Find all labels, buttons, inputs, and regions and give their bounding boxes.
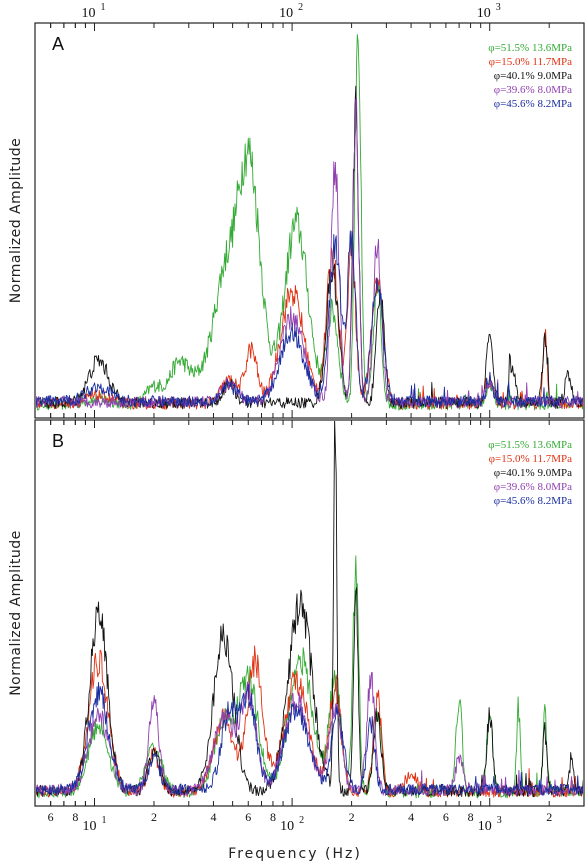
legend-entry: φ=45.6% 8.2MPa — [494, 495, 572, 507]
top-axis-labels: 10 1 10 2 10 3 — [81, 2, 500, 21]
series-line-2 — [36, 85, 583, 410]
top-tick-exponent: 2 — [298, 2, 303, 13]
bottom-tick-label: 10 — [82, 819, 96, 834]
bottom-tick-label: 4 — [408, 810, 414, 824]
bottom-tick-exponent: 1 — [101, 815, 106, 826]
series-line-1 — [36, 232, 583, 410]
legend-entry: φ=51.5% 13.6MPa — [488, 439, 572, 451]
plot-frame-a — [34, 22, 585, 419]
legend: φ=51.5% 13.6MPa φ=15.0% 11.7MPa φ=40.1% 9.… — [488, 42, 572, 110]
panel-b: B Normalized Amplitude φ=51.5% 13.6MPa φ=15… — [8, 419, 585, 807]
panel-a: A Normalized Amplitude φ=51.5% 13.6MPa φ=15… — [8, 22, 585, 419]
bottom-tick-exponent: 2 — [299, 815, 304, 826]
legend-entry: φ=39.6% 8.0MPa — [494, 84, 572, 96]
top-tick-exponent: 3 — [496, 2, 501, 13]
bottom-tick-label: 8 — [468, 810, 474, 824]
legend-entry: φ=40.1% 9.0MPa — [494, 467, 572, 479]
series-lines — [36, 34, 583, 411]
y-axis-title: Normalized Amplitude — [8, 530, 24, 696]
bottom-tick-label: 6 — [48, 810, 54, 824]
bottom-tick-label: 6 — [245, 810, 251, 824]
legend: φ=51.5% 13.6MPa φ=15.0% 11.7MPa φ=40.1% 9.… — [488, 439, 572, 507]
series-line-4 — [36, 230, 583, 408]
series-line-4 — [36, 682, 583, 796]
bottom-tick-label: 8 — [72, 810, 78, 824]
bottom-tick-label: 4 — [210, 810, 216, 824]
bottom-tick-label: 10 — [478, 819, 492, 834]
x-axis-title: Frequency (Hz) — [228, 846, 362, 862]
legend-entry: φ=39.6% 8.0MPa — [494, 481, 572, 493]
legend-entry: φ=45.6% 8.2MPa — [494, 98, 572, 110]
series-lines — [36, 421, 583, 799]
y-axis-title: Normalized Amplitude — [8, 138, 24, 304]
legend-entry: φ=51.5% 13.6MPa — [488, 42, 572, 54]
bottom-tick-label: 10 — [280, 819, 294, 834]
bottom-tick-label: 8 — [270, 810, 276, 824]
legend-entry: φ=15.0% 11.7MPa — [489, 56, 572, 68]
bottom-axis-labels: 6 810 1 2 4 6 810 2 2 4 6 810 3 2 — [48, 810, 553, 834]
bottom-tick-label: 6 — [443, 810, 449, 824]
bottom-tick-label: 2 — [349, 810, 355, 824]
plot-frame-b — [34, 419, 585, 807]
legend-entry: φ=15.0% 11.7MPa — [489, 453, 572, 465]
panel-label-a: A — [52, 34, 64, 54]
top-tick-label: 10 — [81, 6, 95, 21]
bottom-tick-label: 2 — [151, 810, 157, 824]
top-tick-label: 10 — [279, 6, 293, 21]
bottom-tick-exponent: 3 — [497, 815, 502, 826]
series-line-0 — [36, 555, 583, 799]
top-tick-exponent: 1 — [100, 2, 105, 13]
legend-entry: φ=40.1% 9.0MPa — [494, 70, 572, 82]
top-tick-label: 10 — [477, 6, 491, 21]
bottom-tick-label: 2 — [546, 810, 552, 824]
panel-label-b: B — [52, 431, 64, 451]
